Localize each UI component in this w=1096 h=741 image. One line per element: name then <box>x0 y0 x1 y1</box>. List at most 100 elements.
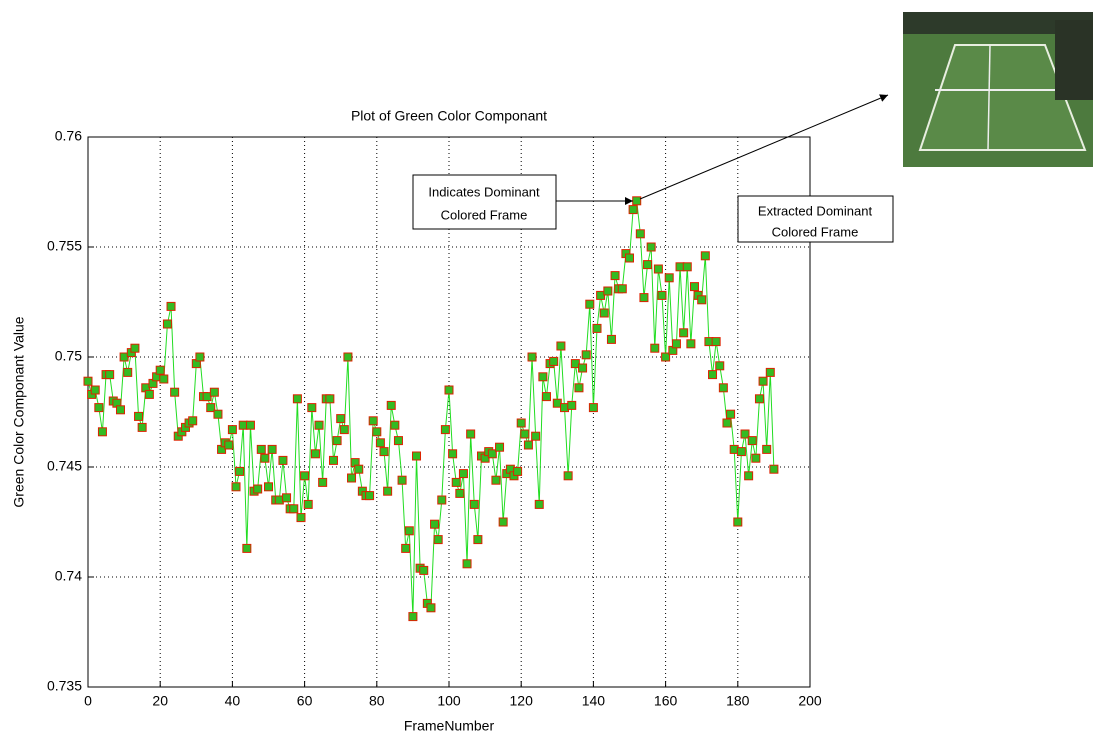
data-point <box>744 471 754 481</box>
data-point <box>444 385 454 395</box>
data-point <box>90 385 100 395</box>
data-point <box>628 205 638 215</box>
data-point <box>130 343 140 353</box>
data-point <box>639 293 649 303</box>
data-point <box>137 422 147 432</box>
data-point <box>278 455 288 465</box>
data-point <box>661 352 671 362</box>
data-point <box>466 429 476 439</box>
data-point <box>726 409 736 419</box>
data-point <box>383 486 393 496</box>
annotation-box <box>412 174 557 230</box>
data-point <box>195 352 205 362</box>
data-point <box>393 436 403 446</box>
data-point <box>541 392 551 402</box>
data-point <box>162 319 172 329</box>
thumbnail <box>903 12 1093 167</box>
y-tick-label: 0.745 <box>47 458 82 474</box>
data-point <box>708 370 718 380</box>
data-point <box>455 488 465 498</box>
data-point <box>343 352 353 362</box>
data-point <box>632 196 642 206</box>
data-point <box>282 493 292 503</box>
data-point <box>256 444 266 454</box>
data-point <box>733 517 743 527</box>
data-point <box>650 343 660 353</box>
data-point <box>657 290 667 300</box>
data-point <box>671 339 681 349</box>
data-point <box>408 612 418 622</box>
data-point <box>292 394 302 404</box>
data-point <box>83 376 93 386</box>
data-point <box>412 451 422 461</box>
grid <box>87 136 811 688</box>
y-axis-label: Green Color Componant Value <box>11 316 27 507</box>
x-tick-label: 0 <box>84 693 92 709</box>
data-point <box>426 603 436 613</box>
annotation-text: Indicates Dominant <box>428 184 540 199</box>
x-tick-label: 120 <box>510 693 534 709</box>
data-point <box>404 526 414 536</box>
data-point <box>336 414 346 424</box>
data-point <box>581 350 591 360</box>
data-point <box>625 253 634 263</box>
x-tick-label: 100 <box>437 693 461 709</box>
data-point <box>386 400 396 410</box>
data-point <box>599 308 609 318</box>
data-point <box>433 535 443 545</box>
data-point <box>538 372 548 382</box>
data-point <box>368 416 378 426</box>
data-point <box>206 403 216 413</box>
x-tick-label: 60 <box>297 693 313 709</box>
data-point <box>549 356 559 366</box>
annotation-text: Extracted Dominant <box>758 203 873 218</box>
data-point <box>469 499 479 509</box>
data-point <box>372 427 382 437</box>
data-point <box>213 409 223 419</box>
data-point <box>260 453 270 463</box>
data-point <box>365 491 375 501</box>
data-point <box>754 394 764 404</box>
data-point <box>740 429 750 439</box>
data-point <box>491 475 501 485</box>
data-point <box>115 405 125 415</box>
data-point <box>718 383 728 393</box>
data-point <box>188 416 198 426</box>
series <box>83 196 779 622</box>
data-point <box>253 484 263 494</box>
data-point <box>242 543 252 553</box>
data-point <box>762 444 772 454</box>
data-point <box>303 499 313 509</box>
data-point <box>332 436 342 446</box>
arrow <box>639 94 889 200</box>
data-point <box>94 403 104 413</box>
data-point <box>527 352 537 362</box>
data-point <box>563 471 573 481</box>
data-point <box>686 339 696 349</box>
x-tick-label: 80 <box>369 693 385 709</box>
data-point <box>473 535 483 545</box>
data-point <box>227 425 237 435</box>
y-tick-label: 0.74 <box>55 568 82 584</box>
data-point <box>437 495 447 505</box>
data-point <box>440 425 450 435</box>
data-point <box>325 394 335 404</box>
data-point <box>144 389 154 399</box>
data-point <box>134 411 144 421</box>
data-point <box>170 387 180 397</box>
data-point <box>347 473 357 483</box>
x-tick-label: 40 <box>225 693 241 709</box>
data-point <box>289 504 299 514</box>
data-point <box>617 284 627 294</box>
data-point <box>105 370 115 380</box>
annotation-box <box>737 195 894 243</box>
annotation-text: Colored Frame <box>772 224 859 239</box>
data-point <box>354 464 364 474</box>
data-point <box>451 477 461 487</box>
data-point <box>123 367 133 377</box>
y-tick-label: 0.755 <box>47 238 82 254</box>
data-point <box>643 260 653 270</box>
data-point <box>635 229 645 239</box>
x-tick-label: 20 <box>152 693 168 709</box>
